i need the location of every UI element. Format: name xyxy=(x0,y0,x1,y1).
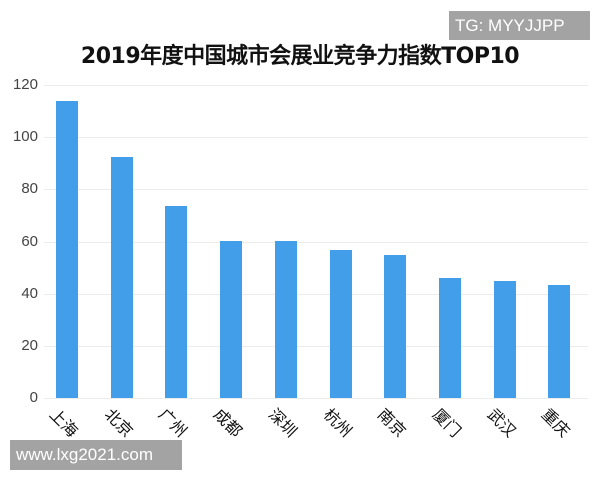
y-tick-label: 60 xyxy=(21,232,38,250)
gridline xyxy=(44,241,588,243)
gridline xyxy=(44,85,588,86)
y-tick-label: 20 xyxy=(21,336,38,354)
y-tick-label: 40 xyxy=(21,284,38,302)
y-tick-label: 80 xyxy=(21,180,38,198)
y-tick-label: 100 xyxy=(12,128,38,146)
bar-8 xyxy=(493,281,516,398)
x-tick-label: 广州 xyxy=(155,404,192,441)
gridline xyxy=(44,189,588,191)
gridline xyxy=(44,398,588,399)
watermark-bottom: www.lxg2021.com xyxy=(10,440,182,470)
y-tick-label: 120 xyxy=(12,76,38,93)
x-tick-label: 上海 xyxy=(45,404,82,441)
gridline xyxy=(44,293,588,295)
bar-5 xyxy=(329,250,352,398)
bar-9 xyxy=(548,285,571,398)
chart-title: 2019年度中国城市会展业竞争力指数TOP10 xyxy=(80,44,520,69)
gridline xyxy=(44,137,588,139)
bar-6 xyxy=(384,255,407,398)
x-tick-label: 北京 xyxy=(100,404,137,441)
x-tick-label: 厦门 xyxy=(428,404,465,441)
bar-2 xyxy=(165,206,188,398)
x-tick-label: 重庆 xyxy=(538,404,575,441)
x-tick-label: 深圳 xyxy=(264,404,301,441)
x-tick-label: 成都 xyxy=(209,404,246,441)
watermark-top: TG: MYYJJPP xyxy=(449,11,590,40)
bar-4 xyxy=(274,240,297,398)
y-tick-label: 0 xyxy=(29,389,38,406)
bar-0 xyxy=(56,100,78,398)
bar-1 xyxy=(110,157,133,398)
x-tick-label: 武汉 xyxy=(483,404,520,441)
gridline xyxy=(44,345,588,347)
bar-7 xyxy=(438,278,461,398)
x-tick-label: 南京 xyxy=(373,404,410,441)
bar-3 xyxy=(220,240,243,398)
x-tick-label: 杭州 xyxy=(319,404,356,441)
